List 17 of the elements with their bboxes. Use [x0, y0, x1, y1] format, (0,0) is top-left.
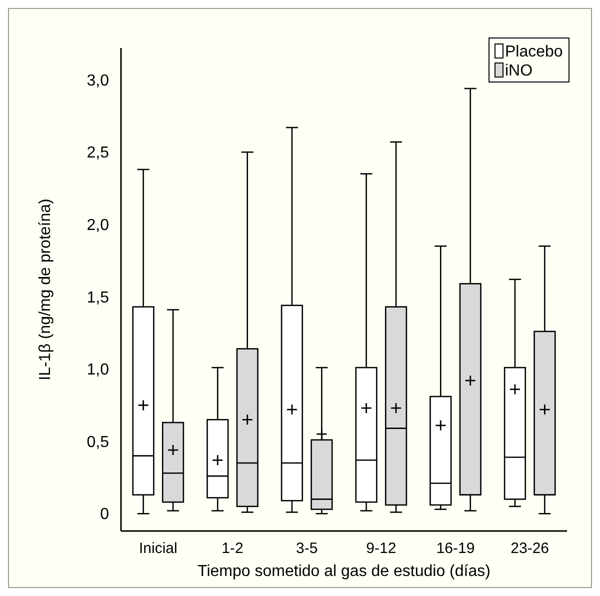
y-tick-label: 1,5 — [86, 289, 110, 306]
x-tick-label: 3-5 — [296, 540, 318, 557]
x-tick-label: 23-26 — [510, 540, 550, 557]
x-axis-title: Tiempo sometido al gas de estudio (días) — [198, 563, 490, 580]
x-tick-label: 16-19 — [436, 540, 475, 557]
legend-label: iNO — [505, 62, 533, 80]
y-axis-title: IL-1β (ng/mg de proteína) — [37, 198, 54, 380]
y-tick-label: 3,0 — [86, 72, 110, 90]
y-tick-label: 2,0 — [86, 217, 110, 234]
y-tick-label: 0 — [100, 506, 110, 524]
legend-label: Placebo — [505, 44, 563, 61]
x-tick-label: Inicial — [138, 540, 178, 557]
x-tick-label: 9-12 — [366, 540, 396, 557]
x-tick-label: 1-2 — [222, 540, 244, 557]
y-tick-label: 1,0 — [86, 362, 110, 379]
y-tick-label: 2,5 — [86, 144, 110, 162]
y-tick-label: 0,5 — [86, 434, 110, 451]
